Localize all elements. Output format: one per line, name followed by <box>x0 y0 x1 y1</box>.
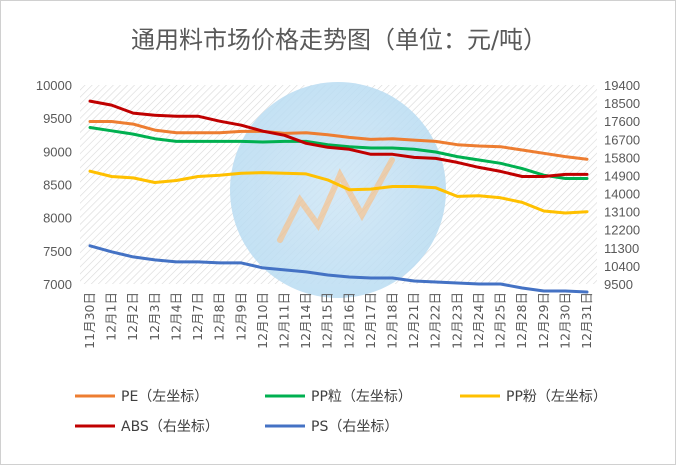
x-axis-tick-label: 12月25日 <box>493 292 508 349</box>
series-line-ABS <box>88 99 589 178</box>
x-axis-tick-label: 12月28日 <box>514 292 529 349</box>
watermark-logo <box>230 82 446 298</box>
left-axis-tick-label: 8500 <box>43 178 72 193</box>
x-axis-tick-label: 12月10日 <box>255 292 270 349</box>
right-axis-tick-label: 17600 <box>604 114 640 129</box>
series-line-PS <box>88 244 589 294</box>
right-axis-tick-label: 18500 <box>604 96 640 111</box>
right-axis-tick-label: 12200 <box>604 223 640 238</box>
x-axis-tick-label: 12月29日 <box>536 292 551 349</box>
right-axis-tick-label: 15800 <box>604 150 640 165</box>
right-axis-tick-label: 19400 <box>604 78 640 93</box>
x-axis-tick-label: 12月1日 <box>104 292 119 341</box>
series-line-PP粉 <box>88 169 589 215</box>
x-axis-tick-label: 12月23日 <box>449 292 464 349</box>
legend-label: PE（左坐标） <box>121 389 208 405</box>
legend-label: PP粉（左坐标） <box>506 389 607 405</box>
x-axis-tick-label: 12月2日 <box>125 292 140 341</box>
x-axis-tick-label: 12月4日 <box>168 292 183 341</box>
x-axis-tick-label: 12月22日 <box>428 292 443 349</box>
legend-item-PS: PS（右坐标） <box>265 419 398 435</box>
x-axis-tick-label: 12月9日 <box>233 292 248 341</box>
x-axis-tick-label: 12月24日 <box>471 292 486 349</box>
right-axis-tick-label: 14000 <box>604 187 640 202</box>
legend-item-PE: PE（左坐标） <box>75 389 208 405</box>
x-axis-tick-label: 12月31日 <box>579 292 594 349</box>
x-axis-tick-label: 11月30日 <box>82 292 97 349</box>
legend-item-PP粉: PP粉（左坐标） <box>460 389 607 405</box>
x-axis-tick-label: 12月21日 <box>406 292 421 349</box>
right-axis-tick-label: 10400 <box>604 259 640 274</box>
legend-label: PS（右坐标） <box>311 419 398 435</box>
left-axis-tick-label: 9000 <box>43 144 72 159</box>
x-axis-tick-label: 12月7日 <box>190 292 205 341</box>
right-axis-tick-label: 13100 <box>604 205 640 220</box>
right-axis-tick-label: 9500 <box>604 277 633 292</box>
right-axis-tick-label: 11300 <box>604 241 639 256</box>
x-axis-tick-label: 12月16日 <box>341 292 356 349</box>
x-axis-tick-label: 12月14日 <box>298 292 313 349</box>
x-axis-tick-label: 12月17日 <box>363 292 378 349</box>
x-axis-tick-label: 12月15日 <box>320 292 335 349</box>
left-axis-tick-label: 10000 <box>36 78 72 93</box>
left-axis-tick-label: 7500 <box>43 244 72 259</box>
series-line-PP粒 <box>88 126 589 180</box>
left-axis-tick-label: 8000 <box>43 211 72 226</box>
legend-item-PP粒: PP粒（左坐标） <box>265 389 412 405</box>
chart-title: 通用料市场价格走势图（单位：元/吨） <box>131 26 547 54</box>
x-axis-tick-label: 12月18日 <box>385 292 400 349</box>
legend-item-ABS: ABS（右坐标） <box>75 419 219 435</box>
left-axis-tick-label: 7000 <box>43 277 72 292</box>
x-axis-tick-label: 12月3日 <box>147 292 162 341</box>
right-axis-tick-label: 14900 <box>604 168 640 183</box>
left-axis-tick-label: 9500 <box>43 111 72 126</box>
legend-label: PP粒（左坐标） <box>311 389 412 405</box>
right-axis-tick-label: 16700 <box>604 132 640 147</box>
x-axis-tick-label: 12月11日 <box>276 292 291 349</box>
x-axis-tick-label: 12月8日 <box>212 292 227 341</box>
x-axis-tick-label: 12月30日 <box>557 292 572 349</box>
legend-label: ABS（右坐标） <box>121 419 219 435</box>
series-line-PE <box>88 120 589 161</box>
